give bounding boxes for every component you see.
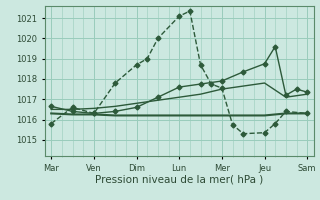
X-axis label: Pression niveau de la mer( hPa ): Pression niveau de la mer( hPa ) [95,174,263,184]
